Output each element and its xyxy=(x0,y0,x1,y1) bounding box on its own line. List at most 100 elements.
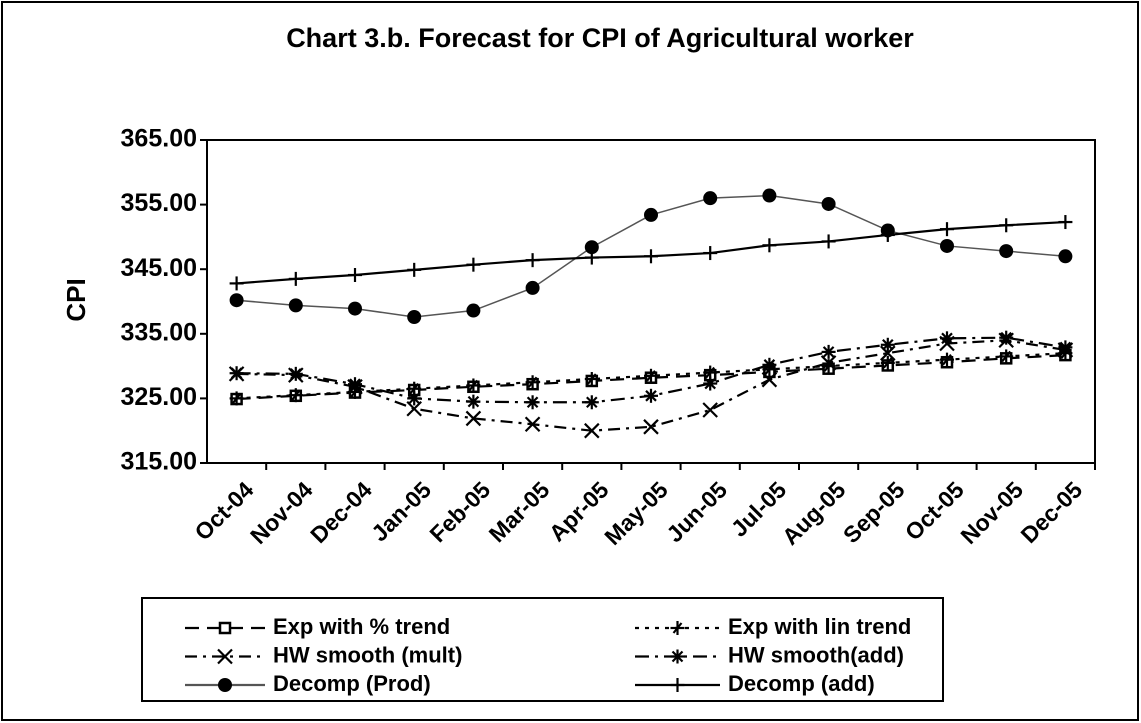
legend-label: Exp with lin trend xyxy=(728,614,911,639)
chart-title: Chart 3.b. Forecast for CPI of Agricultu… xyxy=(286,23,914,53)
marker-stroke xyxy=(465,410,482,427)
marker-stroke xyxy=(702,402,718,418)
marker-stroke xyxy=(882,357,893,369)
marker-stroke xyxy=(290,389,301,401)
marker xyxy=(288,298,303,313)
marker xyxy=(466,378,481,393)
marker xyxy=(940,331,954,346)
marker-circle xyxy=(348,301,362,316)
marker xyxy=(880,227,895,242)
marker xyxy=(466,394,481,409)
marker-circle xyxy=(1058,249,1073,264)
marker-circle xyxy=(407,310,422,325)
marker xyxy=(940,352,954,367)
marker xyxy=(644,368,658,383)
marker-stroke xyxy=(645,390,657,402)
marker-stroke xyxy=(1059,341,1072,354)
marker xyxy=(702,402,718,418)
marker-circle xyxy=(288,298,303,313)
series-line xyxy=(236,339,1066,432)
marker xyxy=(524,416,541,433)
marker xyxy=(584,422,600,439)
marker-stroke xyxy=(217,648,233,665)
marker xyxy=(406,400,422,417)
marker-stroke xyxy=(646,370,656,382)
x-tick-label: Feb-05 xyxy=(424,476,495,547)
marker xyxy=(999,349,1014,364)
x-tick-label: Sep-05 xyxy=(838,476,910,548)
x-tick-label: Jun-05 xyxy=(661,476,732,547)
marker-stroke xyxy=(882,339,894,351)
marker-circle xyxy=(229,293,244,308)
marker-stroke xyxy=(230,367,243,379)
marker xyxy=(229,293,244,308)
marker xyxy=(525,375,540,390)
marker xyxy=(821,196,836,211)
marker xyxy=(999,330,1014,345)
marker-circle xyxy=(466,303,481,318)
marker-circle xyxy=(821,196,836,211)
marker-circle xyxy=(703,191,718,206)
marker xyxy=(348,268,362,283)
marker xyxy=(670,649,685,664)
marker xyxy=(407,310,422,325)
x-tick-label: Dec-05 xyxy=(1016,476,1088,548)
marker-stroke xyxy=(349,378,361,390)
legend-box xyxy=(141,597,944,702)
marker-circle xyxy=(762,188,777,203)
marker-stroke xyxy=(406,400,422,417)
marker xyxy=(348,377,362,392)
marker xyxy=(762,238,777,253)
plot-area xyxy=(206,139,1096,464)
marker-circle xyxy=(584,240,599,255)
marker xyxy=(466,303,481,318)
marker-circle xyxy=(525,280,540,295)
x-tick-label: Jan-05 xyxy=(366,476,436,546)
marker-circle xyxy=(999,244,1014,259)
y-tick-label: 345.00 xyxy=(121,254,197,282)
marker xyxy=(762,357,777,372)
marker-stroke xyxy=(822,346,835,358)
marker-circle xyxy=(218,678,232,692)
marker-stroke xyxy=(704,377,716,390)
marker xyxy=(821,234,836,249)
y-axis-title: CPI xyxy=(61,278,91,321)
marker xyxy=(644,249,658,264)
marker xyxy=(525,395,540,410)
marker xyxy=(999,244,1014,259)
marker-stroke xyxy=(527,376,538,388)
marker xyxy=(820,355,837,371)
marker-stroke xyxy=(586,373,597,385)
marker xyxy=(670,678,685,692)
marker-stroke xyxy=(705,366,716,379)
marker-stroke xyxy=(672,622,683,634)
marker-circle xyxy=(644,207,658,222)
marker xyxy=(465,410,482,427)
marker xyxy=(940,222,954,237)
legend-label: Decomp (add) xyxy=(728,671,875,696)
marker xyxy=(584,250,599,265)
marker xyxy=(703,246,718,261)
marker xyxy=(761,371,778,388)
marker xyxy=(407,391,422,406)
marker xyxy=(1058,215,1073,230)
marker-stroke xyxy=(584,422,600,439)
marker xyxy=(218,621,232,635)
marker-stroke xyxy=(820,355,837,371)
marker-stroke xyxy=(468,379,479,392)
marker-circle xyxy=(940,238,954,253)
marker-stroke xyxy=(290,368,302,380)
marker-stroke xyxy=(409,383,420,395)
marker-stroke xyxy=(467,395,480,408)
marker-stroke xyxy=(524,416,541,433)
marker xyxy=(880,337,895,352)
y-tick-label: 335.00 xyxy=(121,318,197,346)
marker-stroke xyxy=(1000,331,1012,344)
legend-label: HW smooth(add) xyxy=(728,642,904,667)
marker xyxy=(348,301,362,316)
marker xyxy=(584,395,599,410)
marker xyxy=(288,388,303,403)
marker-stroke xyxy=(1001,350,1012,363)
marker xyxy=(703,376,718,391)
